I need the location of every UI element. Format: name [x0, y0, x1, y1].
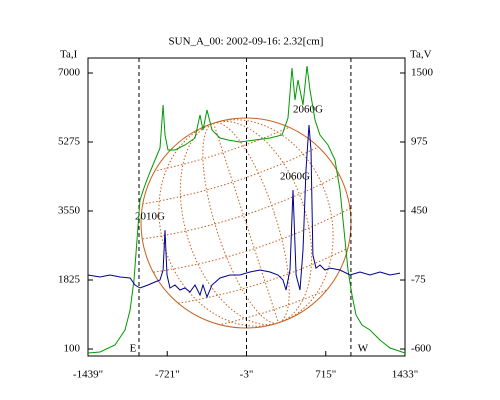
limb-label: W: [358, 343, 369, 355]
x-tick-label: 715": [315, 369, 336, 381]
y-axis-label: Ta,I: [60, 49, 78, 61]
annotation: 2010G: [135, 211, 165, 223]
x-tick-label: -721": [155, 369, 180, 381]
y2-tick-label: -75: [411, 274, 426, 286]
chart-title: SUN_A_00: 2002-09-16: 2.32[cm]: [169, 36, 324, 48]
series-line: [87, 65, 406, 354]
y2-tick-label: 1500: [411, 67, 434, 79]
y-tick-label: 3550: [58, 205, 81, 217]
y-tick-label: 100: [64, 343, 81, 355]
y2-tick-label: -600: [411, 343, 432, 355]
annotation: 2060G: [280, 171, 310, 183]
y2-tick-label: 450: [411, 205, 428, 217]
x-tick-label: -1439": [73, 369, 103, 381]
sun-disk: [115, 109, 377, 336]
x-tick-label: -3": [240, 369, 254, 381]
y-tick-label: 5275: [58, 136, 81, 148]
annotation: 2060G: [293, 104, 323, 116]
limb-label: E: [130, 343, 137, 355]
y-tick-label: 7000: [58, 67, 81, 79]
y2-tick-label: 975: [411, 136, 428, 148]
series-line: [87, 124, 401, 299]
y2-axis-label: Ta,V: [410, 49, 432, 61]
x-tick-label: 1433": [392, 369, 419, 381]
y-tick-label: 1825: [58, 274, 81, 286]
